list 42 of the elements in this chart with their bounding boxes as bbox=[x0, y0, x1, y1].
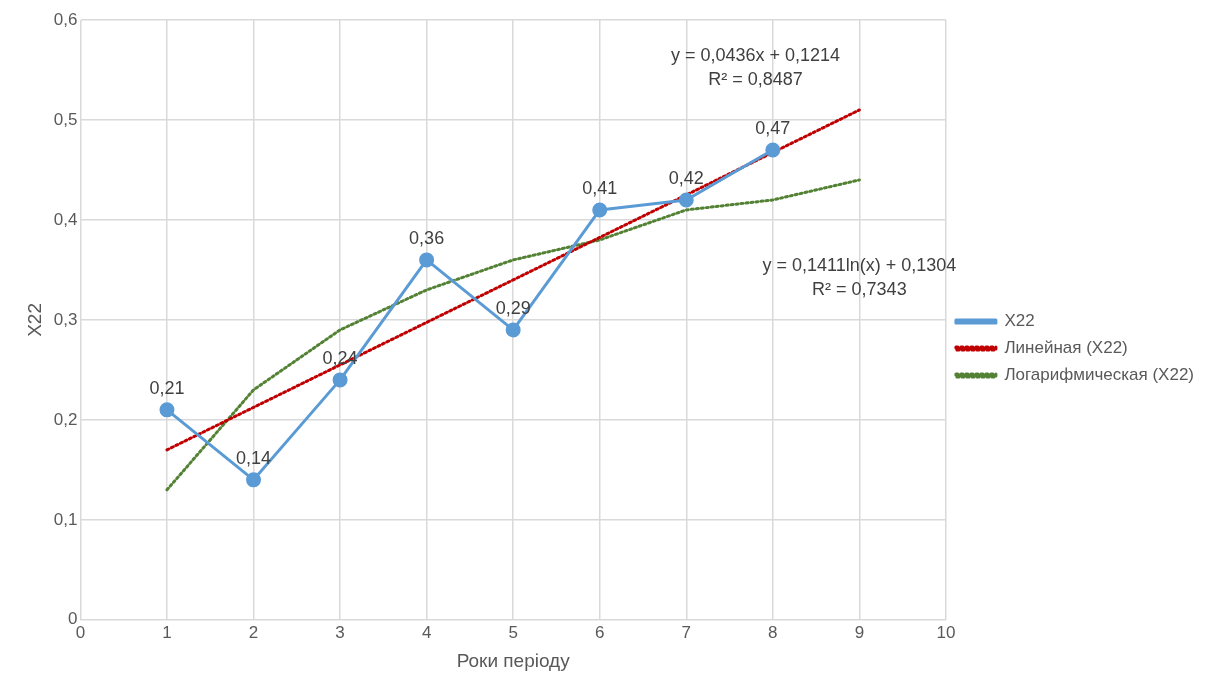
x-tick-label: 7 bbox=[681, 622, 691, 642]
legend-label: Логарифмическая (X22) bbox=[1004, 365, 1194, 385]
data-label: 0,36 bbox=[409, 227, 445, 248]
y-tick-label: 0,3 bbox=[53, 309, 78, 329]
x-tick-label: 3 bbox=[335, 622, 345, 642]
x-tick-label: 9 bbox=[854, 622, 865, 642]
legend-label: X22 bbox=[1004, 311, 1035, 331]
y-tick-label: 0,4 bbox=[53, 209, 78, 229]
data-label: 0,41 bbox=[582, 177, 618, 198]
data-label: 0,47 bbox=[755, 117, 791, 138]
x-tick-label: 8 bbox=[768, 622, 778, 642]
legend-label: Линейная (X22) bbox=[1004, 338, 1128, 358]
point bbox=[678, 192, 694, 208]
x-tick-label: 6 bbox=[594, 622, 605, 642]
point bbox=[246, 472, 262, 488]
data-label: 0,14 bbox=[236, 447, 272, 468]
y-tick-label: 0 bbox=[67, 609, 78, 629]
y-tick-label: 0,1 bbox=[53, 509, 78, 529]
point bbox=[765, 142, 781, 158]
x-tick-label: 10 bbox=[936, 622, 956, 642]
point bbox=[419, 252, 435, 268]
y-tick-label: 0,5 bbox=[53, 109, 78, 129]
point bbox=[592, 202, 608, 218]
y-axis-title: X22 bbox=[23, 302, 45, 337]
y-tick-label: 0,2 bbox=[53, 409, 78, 429]
data-label: 0,42 bbox=[668, 167, 704, 188]
x-tick-label: 4 bbox=[421, 622, 432, 642]
data-label: 0,24 bbox=[322, 347, 358, 368]
x-axis-title: Роки періоду bbox=[456, 649, 571, 671]
y-tick-label: 0,6 bbox=[53, 9, 78, 29]
annotation: y = 0,1411ln(x) + 0,1304 bbox=[762, 254, 957, 275]
point bbox=[505, 322, 521, 338]
annotation: R² = 0,7343 bbox=[812, 278, 907, 299]
annotation: y = 0,0436x + 0,1214 bbox=[670, 44, 841, 65]
annotation: R² = 0,8487 bbox=[708, 68, 803, 89]
point bbox=[332, 372, 348, 388]
x-tick-label: 2 bbox=[248, 622, 259, 642]
data-label: 0,21 bbox=[149, 377, 185, 398]
x-tick-label: 1 bbox=[162, 622, 172, 642]
x-tick-label: 5 bbox=[508, 622, 518, 642]
point bbox=[159, 402, 175, 418]
data-label: 0,29 bbox=[495, 297, 531, 318]
